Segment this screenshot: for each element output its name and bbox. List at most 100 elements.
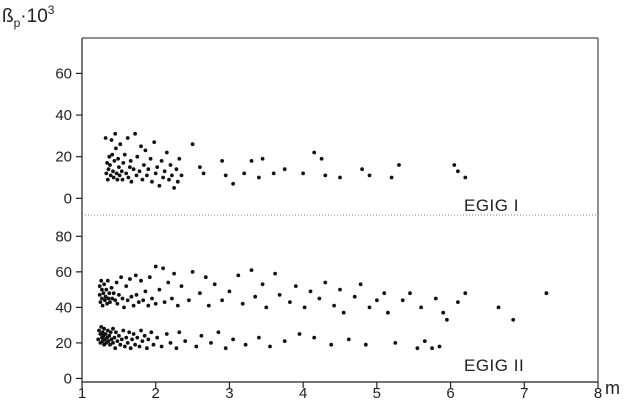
point-p2-150 — [382, 291, 387, 296]
point-p1-80 — [397, 163, 401, 167]
point-p2-0 — [96, 337, 101, 342]
point-p2-134 — [297, 332, 302, 336]
point-p1-78 — [367, 173, 372, 178]
point-p2-65 — [128, 346, 133, 351]
point-p2-87 — [150, 296, 154, 301]
point-p2-166 — [511, 317, 516, 322]
point-p1-5 — [107, 154, 112, 159]
point-p2-163 — [456, 300, 460, 304]
point-p2-141 — [332, 303, 336, 308]
point-p2-37 — [109, 337, 114, 342]
point-p2-43 — [112, 335, 117, 340]
point-p2-69 — [131, 332, 136, 336]
point-p2-115 — [216, 330, 221, 335]
point-p2-18 — [102, 326, 106, 331]
point-p2-63 — [127, 330, 132, 335]
point-p2-119 — [231, 337, 236, 342]
point-p2-111 — [203, 275, 208, 280]
point-p1-62 — [201, 171, 206, 176]
x-tick-label-7: 7 — [520, 385, 528, 401]
point-p1-57 — [175, 179, 180, 184]
point-p2-38 — [109, 285, 114, 290]
point-p2-167 — [544, 291, 549, 296]
point-p2-53 — [119, 275, 123, 280]
y-tick-label-p2-20: 20 — [55, 335, 72, 352]
point-p1-37 — [140, 177, 145, 182]
point-p2-120 — [236, 273, 241, 278]
point-p1-9 — [110, 152, 115, 157]
point-p2-161 — [441, 310, 446, 315]
point-p2-56 — [121, 328, 126, 333]
point-p1-34 — [135, 154, 140, 159]
point-p2-99 — [170, 296, 174, 301]
point-p2-61 — [125, 341, 130, 345]
point-p1-15 — [114, 171, 119, 176]
point-p2-128 — [268, 344, 272, 349]
point-p1-60 — [190, 142, 195, 147]
point-p1-69 — [260, 156, 265, 161]
point-p2-85 — [147, 275, 152, 280]
point-p2-126 — [260, 282, 265, 287]
point-p2-49 — [115, 301, 120, 306]
point-p2-105 — [183, 339, 188, 343]
point-p2-118 — [227, 289, 232, 294]
point-p2-75 — [137, 344, 142, 349]
point-p2-107 — [190, 270, 195, 274]
point-p1-51 — [164, 150, 169, 155]
point-p2-55 — [120, 296, 125, 301]
point-p2-101 — [174, 346, 179, 351]
point-p1-35 — [137, 169, 142, 174]
point-p1-22 — [120, 177, 125, 182]
point-p1-16 — [115, 177, 120, 182]
point-p2-67 — [130, 337, 135, 342]
x-tick-label-2: 2 — [152, 385, 160, 401]
point-p2-152 — [393, 341, 398, 345]
point-p2-2 — [97, 293, 102, 297]
point-p2-149 — [375, 298, 379, 303]
point-p2-117 — [223, 346, 228, 351]
point-p1-67 — [249, 159, 254, 163]
point-p1-53 — [168, 163, 173, 167]
point-p1-13 — [113, 131, 118, 136]
point-p2-39 — [110, 296, 115, 301]
x-tick-label-8: 8 — [594, 385, 602, 401]
point-p1-25 — [124, 171, 129, 176]
point-p2-138 — [317, 296, 322, 301]
point-p2-60 — [124, 284, 129, 288]
point-p2-89 — [153, 264, 158, 269]
point-p1-33 — [134, 173, 139, 178]
point-p1-56 — [174, 167, 179, 172]
point-p1-19 — [117, 173, 122, 178]
point-p2-10 — [100, 296, 104, 301]
point-p2-44 — [113, 346, 118, 351]
point-p2-157 — [422, 339, 427, 343]
point-p2-142 — [338, 287, 342, 292]
point-p2-95 — [162, 300, 167, 304]
point-p2-98 — [168, 341, 173, 345]
point-p2-34 — [108, 342, 112, 347]
point-p1-3 — [105, 177, 110, 182]
point-p1-65 — [231, 181, 236, 186]
point-p2-73 — [135, 335, 140, 340]
y-tick-label-p2-0: 0 — [64, 370, 72, 387]
point-p1-44 — [152, 140, 157, 145]
point-p1-68 — [257, 175, 261, 180]
x-tick-label-6: 6 — [446, 385, 454, 401]
point-p1-72 — [301, 171, 305, 176]
point-p2-33 — [107, 291, 112, 296]
point-p2-70 — [133, 342, 138, 347]
point-p2-6 — [98, 300, 103, 304]
point-p1-8 — [109, 138, 114, 142]
point-p1-74 — [319, 156, 324, 161]
point-p2-16 — [101, 291, 106, 296]
point-p2-81 — [143, 289, 148, 294]
point-p2-1 — [97, 328, 101, 333]
point-p2-100 — [172, 271, 177, 276]
point-p1-59 — [179, 173, 184, 178]
x-tick-label-1: 1 — [78, 385, 86, 401]
point-p1-32 — [133, 131, 138, 136]
point-p1-45 — [153, 171, 158, 176]
point-p1-6 — [108, 163, 112, 167]
point-p2-156 — [419, 305, 423, 310]
